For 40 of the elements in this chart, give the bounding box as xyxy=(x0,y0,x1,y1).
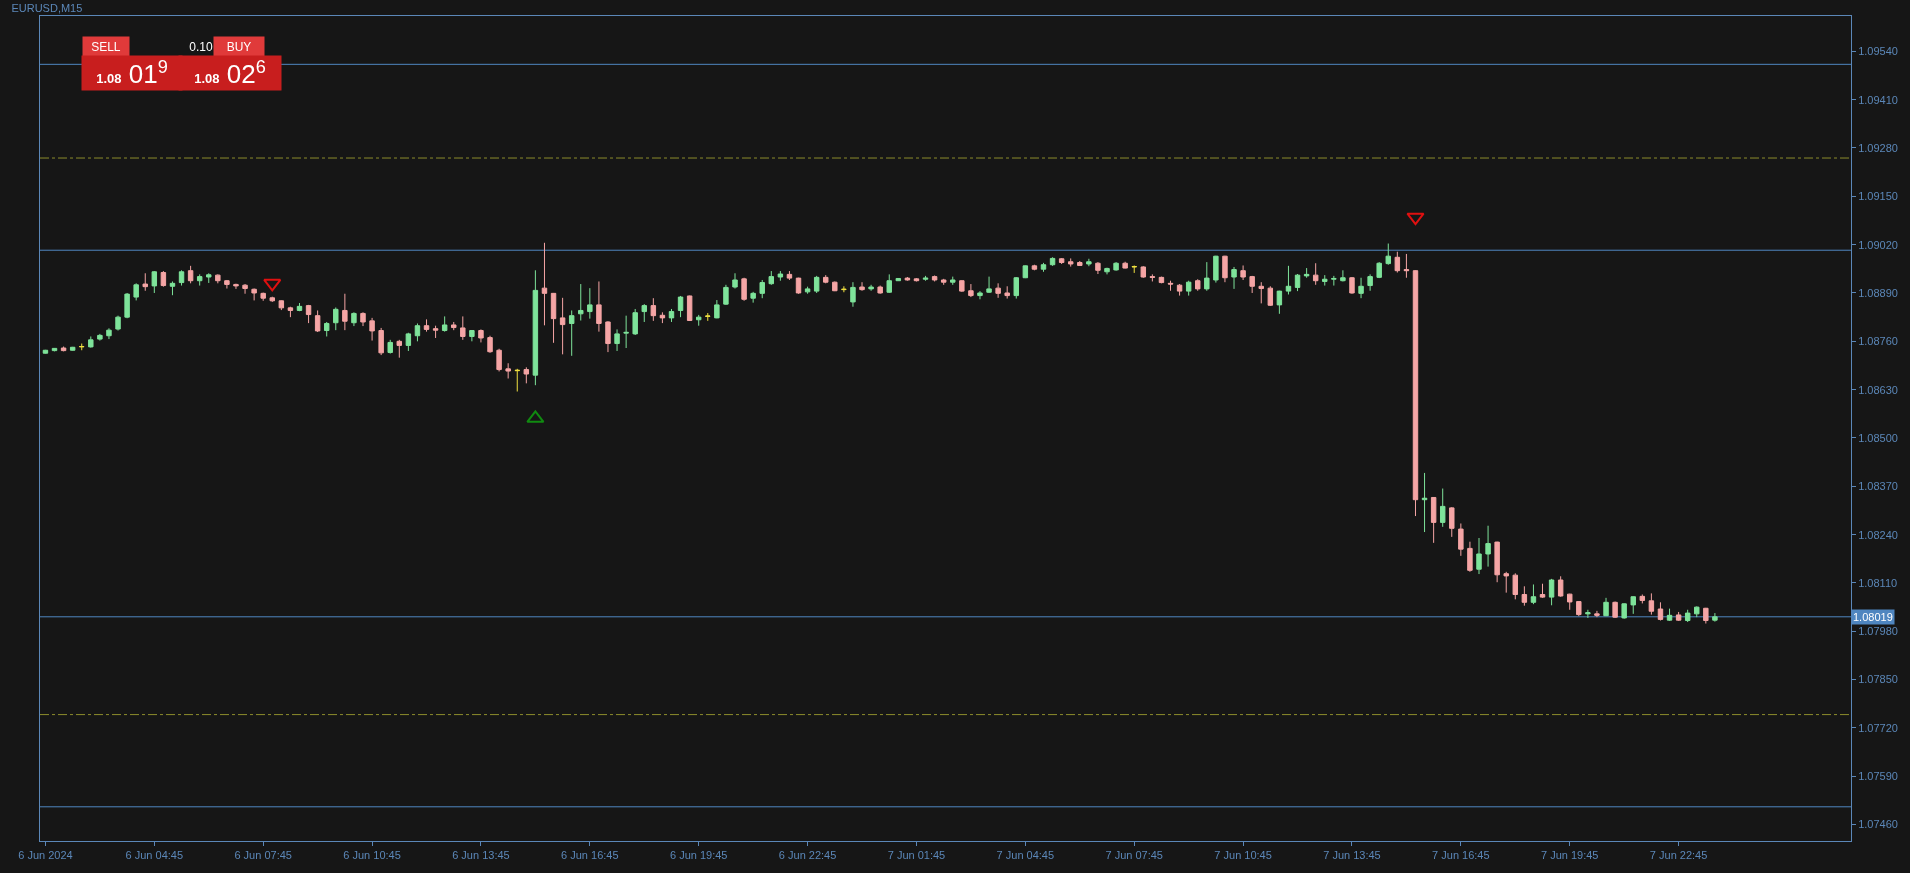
y-tick-label: 1.08630 xyxy=(1858,383,1898,396)
x-tick-label: 6 Jun 16:45 xyxy=(561,849,619,862)
chart-title: EURUSD,M15 xyxy=(11,2,83,15)
x-tick-label: 7 Jun 07:45 xyxy=(1105,849,1163,862)
x-tick-label: 7 Jun 19:45 xyxy=(1540,849,1599,862)
ref-line-label: 1.08019 xyxy=(1853,611,1893,623)
x-tick-label: 7 Jun 10:45 xyxy=(1214,849,1272,862)
annotation: 1.08 02$^{6}$ xyxy=(194,56,266,90)
annotation: 0.10 xyxy=(189,40,213,54)
x-tick-label: 6 Jun 10:45 xyxy=(343,849,401,862)
y-tick-label: 1.09410 xyxy=(1858,93,1898,106)
y-tick-label: 1.08370 xyxy=(1858,480,1898,493)
x-tick-label: 7 Jun 04:45 xyxy=(996,849,1055,862)
y-tick-label: 1.08760 xyxy=(1858,335,1898,348)
x-tick-label: 6 Jun 04:45 xyxy=(125,849,184,862)
x-tick-label: 7 Jun 16:45 xyxy=(1432,849,1490,862)
y-tick-label: 1.07850 xyxy=(1858,673,1898,686)
y-tick-label: 1.07720 xyxy=(1858,721,1898,734)
x-tick-label: 6 Jun 19:45 xyxy=(669,849,728,862)
annotation: 1.08 01$^{9}$ xyxy=(96,56,168,90)
y-tick-label: 1.09280 xyxy=(1858,141,1898,154)
x-tick-label: 6 Jun 2024 xyxy=(18,849,73,862)
y-tick-label: 1.08500 xyxy=(1858,431,1898,444)
y-tick-label: 1.07590 xyxy=(1858,770,1898,783)
x-tick-label: 6 Jun 07:45 xyxy=(234,849,292,862)
y-tick-label: 1.08240 xyxy=(1858,528,1898,541)
y-tick-label: 1.07460 xyxy=(1858,818,1898,831)
y-tick-label: 1.09150 xyxy=(1858,190,1898,203)
y-tick-label: 1.09020 xyxy=(1858,238,1898,251)
annotation: SELL xyxy=(91,40,121,54)
annotation: BUY xyxy=(226,40,252,54)
x-tick-label: 7 Jun 01:45 xyxy=(887,849,946,862)
x-tick-label: 7 Jun 13:45 xyxy=(1323,849,1381,862)
y-tick-label: 1.09540 xyxy=(1858,45,1898,58)
x-tick-label: 7 Jun 22:45 xyxy=(1649,849,1708,862)
y-tick-label: 1.08110 xyxy=(1858,576,1898,589)
y-tick-label: 1.08890 xyxy=(1858,286,1898,299)
x-tick-label: 6 Jun 13:45 xyxy=(452,849,510,862)
y-tick-label: 1.07980 xyxy=(1858,625,1898,638)
x-tick-label: 6 Jun 22:45 xyxy=(778,849,837,862)
